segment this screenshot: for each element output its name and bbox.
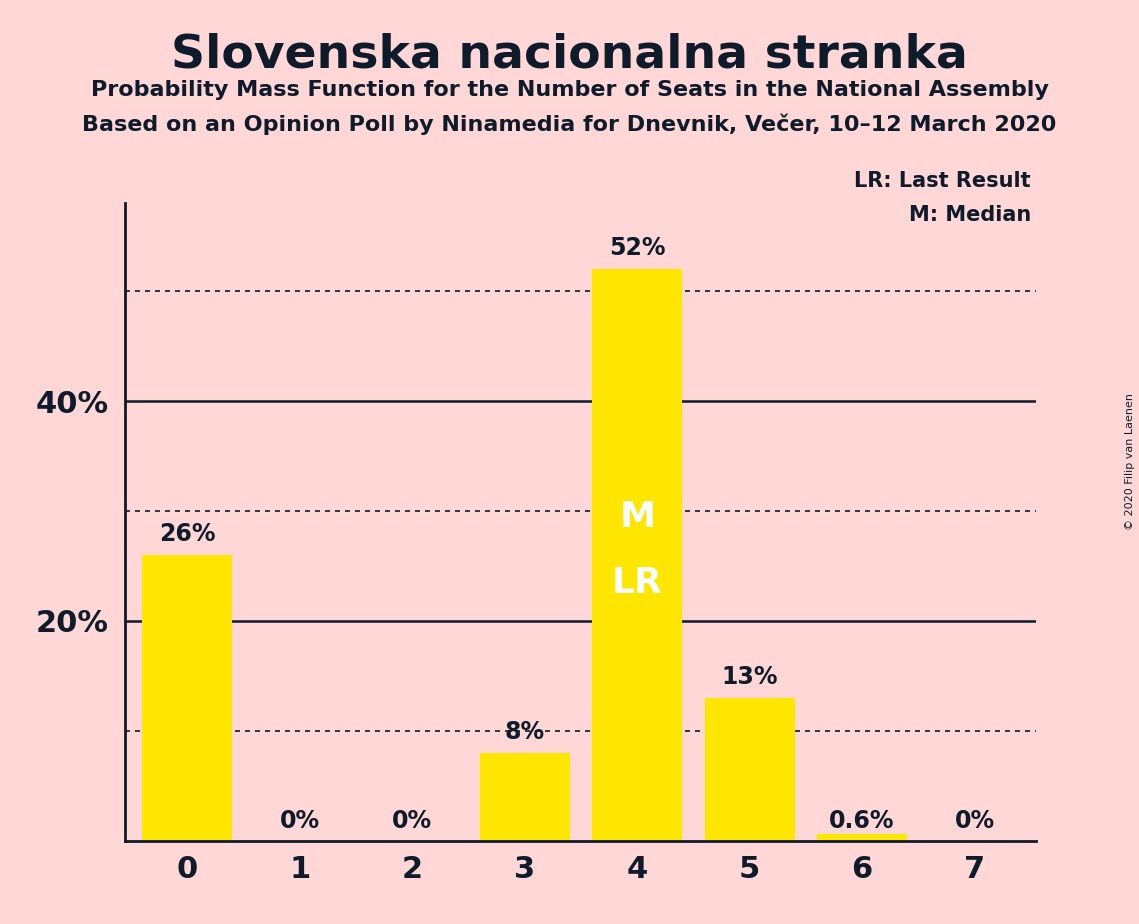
Text: 0.6%: 0.6% [829, 809, 895, 833]
Text: Slovenska nacionalna stranka: Slovenska nacionalna stranka [171, 32, 968, 78]
Text: M: Median: M: Median [909, 205, 1031, 225]
Bar [142, 555, 232, 841]
Text: 52%: 52% [609, 237, 665, 261]
Text: 0%: 0% [279, 809, 320, 833]
Text: © 2020 Filip van Laenen: © 2020 Filip van Laenen [1125, 394, 1134, 530]
Text: M: M [620, 500, 655, 533]
Text: Probability Mass Function for the Number of Seats in the National Assembly: Probability Mass Function for the Number… [91, 80, 1048, 101]
Bar [592, 269, 682, 841]
Text: 13%: 13% [721, 665, 778, 689]
Text: 8%: 8% [505, 720, 544, 744]
Bar [705, 698, 795, 841]
Text: 0%: 0% [392, 809, 432, 833]
Text: LR: Last Result: LR: Last Result [854, 171, 1031, 191]
Text: 26%: 26% [159, 522, 215, 546]
Bar [480, 753, 570, 841]
Text: Based on an Opinion Poll by Ninamedia for Dnevnik, Večer, 10–12 March 2020: Based on an Opinion Poll by Ninamedia fo… [82, 114, 1057, 135]
Text: LR: LR [612, 565, 663, 600]
Text: 0%: 0% [954, 809, 994, 833]
Bar [817, 834, 907, 841]
